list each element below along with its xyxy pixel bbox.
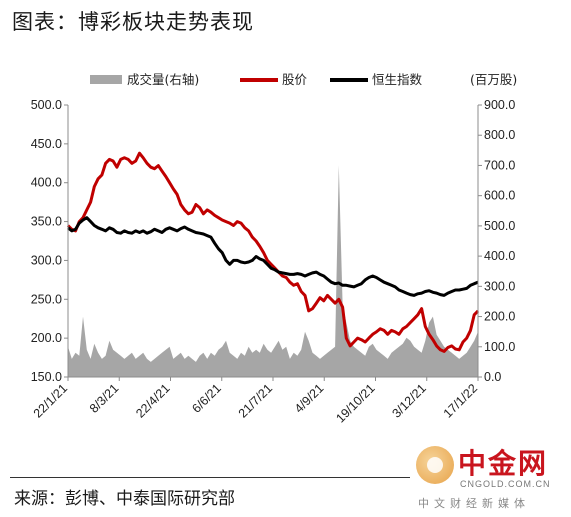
right-tick-label: 400.0 — [484, 249, 515, 263]
x-tick-label: 6/6/21 — [189, 381, 224, 416]
volume-series — [68, 165, 478, 377]
hsi-line — [67, 216, 479, 297]
x-tick-label: 21/7/21 — [236, 381, 275, 420]
source-note: 来源：彭博、中泰国际研究部 — [14, 489, 235, 509]
legend-label-0: 成交量(右轴) — [127, 72, 199, 87]
right-tick-label: 700.0 — [484, 158, 515, 172]
x-tick-label: 22/1/21 — [31, 381, 70, 420]
logo-mark-icon — [416, 446, 454, 484]
line-series — [66, 151, 480, 353]
right-tick-label: 500.0 — [484, 219, 515, 233]
right-axis-unit: (百万股) — [470, 72, 517, 87]
source-divider — [10, 477, 410, 478]
left-tick-label: 500.0 — [31, 98, 62, 112]
legend-swatch-volume — [90, 75, 122, 84]
x-tick-label: 17/1/22 — [441, 381, 480, 420]
right-tick-label: 900.0 — [484, 98, 515, 112]
left-tick-label: 400.0 — [31, 176, 62, 190]
right-tick-label: 200.0 — [484, 310, 515, 324]
left-tick-label: 350.0 — [31, 215, 62, 229]
cngold-logo: 中金网 CNGOLD.COM.CN 中文财经新媒体 — [414, 442, 570, 516]
left-tick-label: 200.0 — [31, 331, 62, 345]
price-line — [66, 151, 480, 353]
legend: 成交量(右轴) 股价 恒生指数 (百万股) — [90, 72, 517, 87]
logo-slogan: 中文财经新媒体 — [418, 497, 530, 510]
volume-area — [68, 165, 478, 377]
x-tick-label: 22/4/21 — [133, 381, 172, 420]
chart-title: 图表：博彩板块走势表现 — [12, 10, 254, 34]
left-tick-label: 150.0 — [31, 370, 62, 384]
right-tick-label: 100.0 — [484, 340, 515, 354]
right-tick-label: 300.0 — [484, 279, 515, 293]
right-tick-label: 600.0 — [484, 189, 515, 203]
left-tick-label: 300.0 — [31, 253, 62, 267]
x-tick-label: 4/9/21 — [292, 381, 327, 416]
logo-domain: CNGOLD.COM.CN — [460, 479, 551, 489]
legend-label-2: 恒生指数 — [372, 72, 423, 87]
x-tick-label: 3/12/21 — [389, 381, 428, 420]
right-tick-label: 800.0 — [484, 128, 515, 142]
x-tick-label: 8/3/21 — [87, 381, 122, 416]
axes — [64, 104, 482, 381]
left-tick-label: 250.0 — [31, 292, 62, 306]
left-tick-label: 450.0 — [31, 137, 62, 151]
legend-label-1: 股价 — [282, 72, 308, 87]
logo-name: 中金网 — [458, 447, 549, 480]
x-tick-label: 19/10/21 — [333, 381, 377, 425]
right-tick-label: 0.0 — [484, 370, 501, 384]
